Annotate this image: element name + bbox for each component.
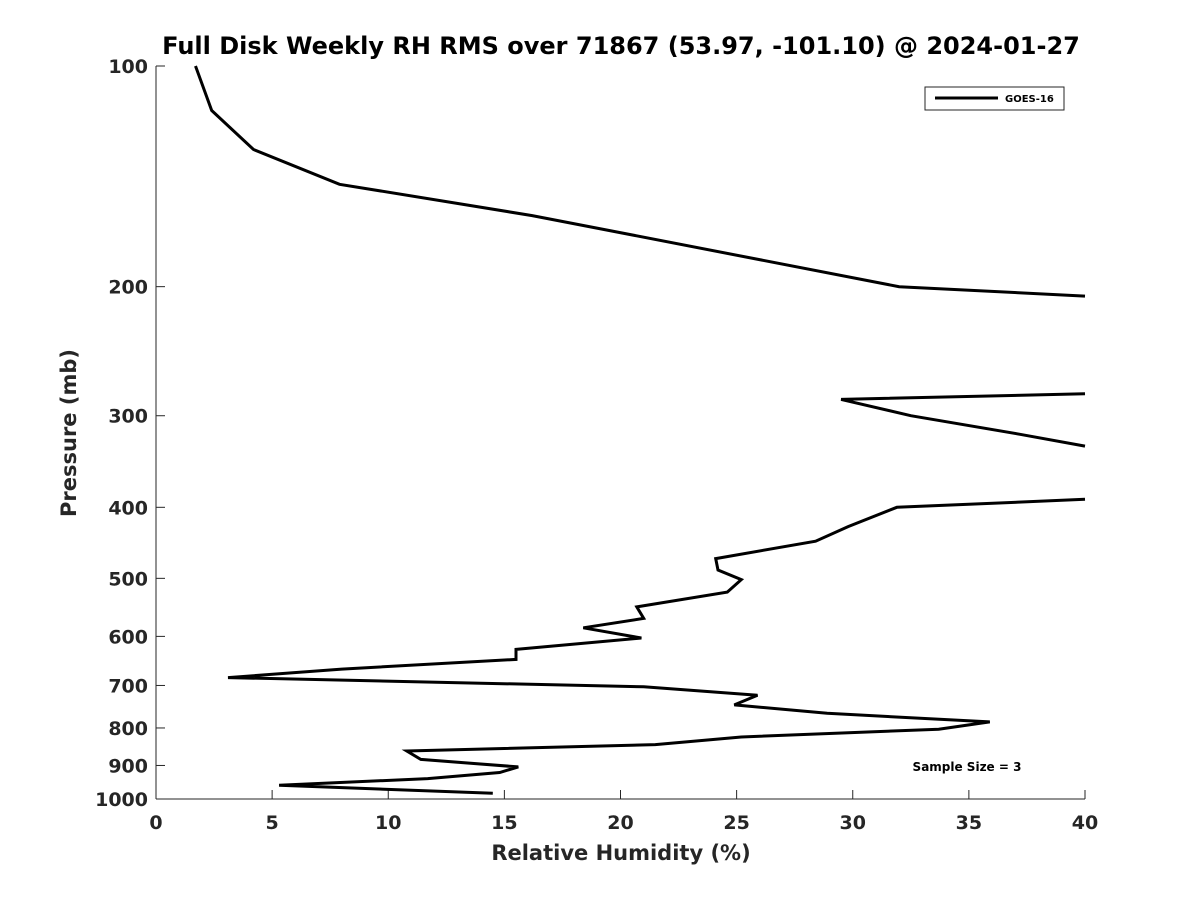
y-tick-label: 300 (108, 406, 148, 428)
series-line-goes-16 (194, 65, 1086, 795)
chart-title: Full Disk Weekly RH RMS over 71867 (53.9… (162, 32, 1080, 60)
y-tick-label: 400 (108, 497, 148, 519)
x-axis-label: Relative Humidity (%) (491, 841, 750, 865)
x-tick-label: 30 (840, 812, 866, 834)
y-tick-label: 800 (108, 718, 148, 740)
legend-label-goes-16: GOES-16 (1005, 94, 1054, 105)
x-tick-label: 35 (956, 812, 982, 834)
legend: GOES-16 (924, 86, 1065, 111)
x-tick-label: 5 (266, 812, 279, 834)
y-tick-label: 200 (108, 277, 148, 299)
x-tick-label: 10 (375, 812, 401, 834)
x-tick-label: 25 (723, 812, 749, 834)
y-tick-label: 700 (108, 675, 148, 697)
y-axis-label: Pressure (mb) (57, 349, 81, 517)
y-tick-label: 600 (108, 626, 148, 648)
x-tick-label: 15 (491, 812, 517, 834)
y-tick-label: 500 (108, 568, 148, 590)
x-tick-label: 0 (149, 812, 162, 834)
x-tick-label: 40 (1072, 812, 1098, 834)
x-tick-label: 20 (607, 812, 633, 834)
y-ticks: 100 200 300 400 500 600 700 800 900 1000 (95, 56, 165, 811)
sample-size-annotation: Sample Size = 3 (913, 760, 1022, 774)
y-tick-label: 1000 (95, 789, 148, 811)
y-tick-label: 900 (108, 755, 148, 777)
x-ticks: 0 5 10 15 20 25 30 35 40 (149, 790, 1098, 834)
y-tick-label: 100 (108, 56, 148, 78)
